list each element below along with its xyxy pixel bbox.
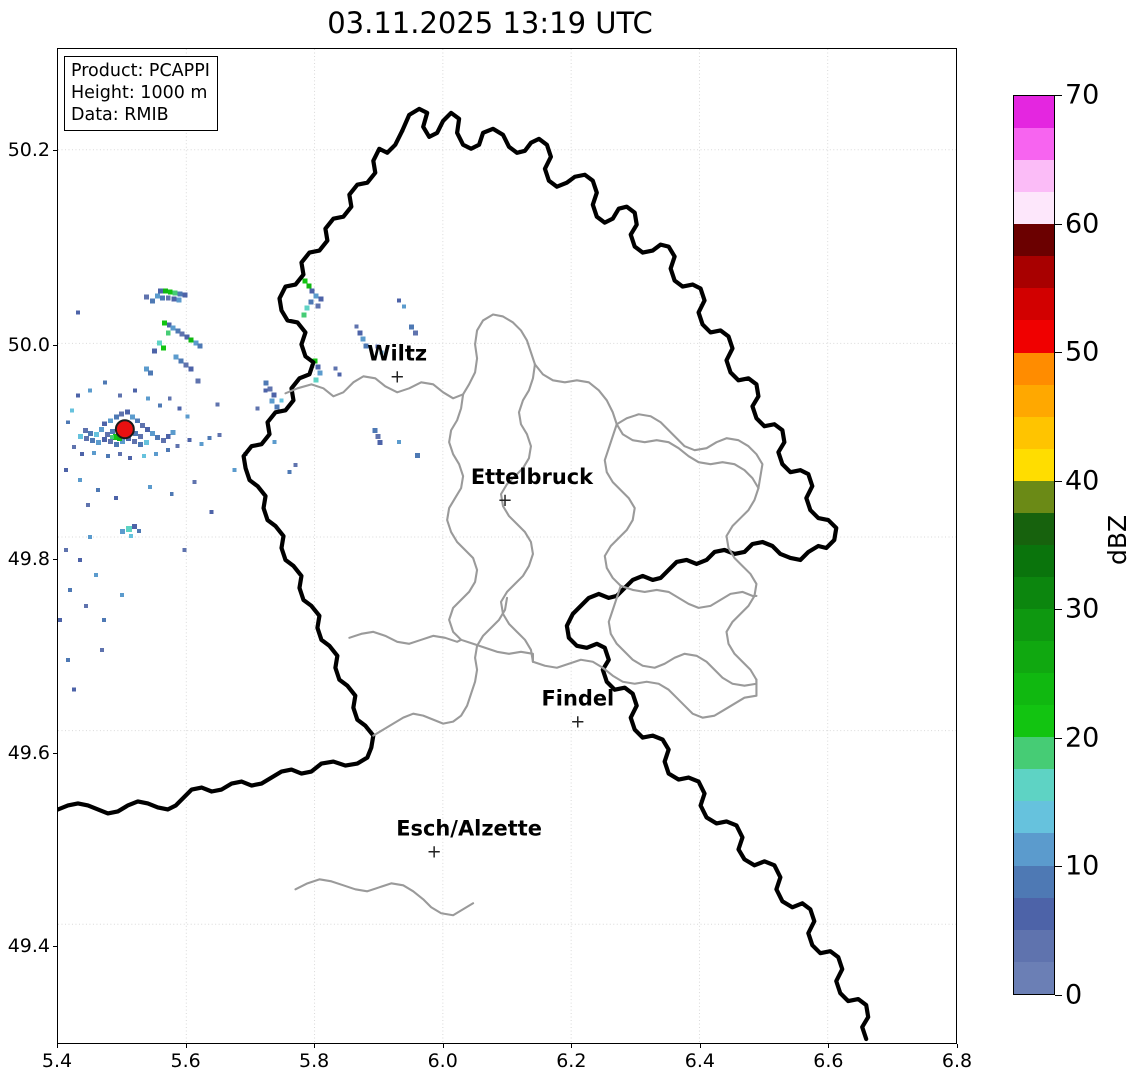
city-label-findel: Findel — [541, 687, 614, 711]
city-cross-esch-alzette: + — [427, 841, 442, 862]
colorbar-tick-label-2: 20 — [1065, 722, 1100, 754]
colorbar-segment — [1014, 320, 1054, 353]
y-tick-label-2: 49.8 — [7, 548, 50, 570]
colorbar-segment — [1014, 96, 1054, 129]
x-tick-label-5: 6.4 — [684, 1050, 715, 1072]
colorbar-segment — [1014, 384, 1054, 417]
x-tick-label-0: 5.4 — [41, 1050, 73, 1072]
country-border — [400, 106, 871, 1042]
colorbar-segment — [1014, 705, 1054, 738]
colorbar-segment — [1014, 769, 1054, 802]
country-border-west — [58, 128, 405, 816]
colorbar-segment — [1014, 641, 1054, 674]
info-product: Product: PCAPPI — [71, 61, 210, 81]
city-label-ettelbruck: Ettelbruck — [471, 465, 594, 489]
city-cross-findel: + — [570, 712, 585, 733]
colorbar-segment — [1014, 256, 1054, 289]
colorbar-segment — [1014, 416, 1054, 449]
colorbar-segment — [1014, 128, 1054, 161]
colorbar-segment — [1014, 480, 1054, 513]
colorbar-segment — [1014, 961, 1054, 994]
city-cross-wiltz: + — [390, 366, 405, 387]
colorbar-segment — [1014, 833, 1054, 866]
x-tick-label-7: 6.8 — [941, 1050, 973, 1072]
x-tick-label-3: 6.0 — [427, 1050, 458, 1072]
y-tick-label-3: 50.0 — [7, 334, 50, 356]
map-canvas: Wiltz + Ettelbruck + Findel + Esch/Alzet… — [58, 49, 956, 1043]
colorbar-segment — [1014, 160, 1054, 193]
y-tick-label-1: 49.6 — [7, 742, 50, 764]
colorbar-segment — [1014, 448, 1054, 481]
city-cross-ettelbruck: + — [497, 490, 512, 511]
y-tick-label-0: 49.4 — [7, 935, 50, 957]
radar-site-marker[interactable] — [114, 419, 135, 440]
colorbar-tick-label-7: 70 — [1065, 79, 1100, 111]
colorbar-segment — [1014, 929, 1054, 962]
colorbar-segment — [1014, 673, 1054, 706]
radar-echo-layer — [58, 278, 421, 692]
colorbar-segment — [1014, 512, 1054, 545]
city-markers: Wiltz + Ettelbruck + Findel + Esch/Alzet… — [367, 341, 614, 862]
colorbar-segment — [1014, 288, 1054, 321]
colorbar-segment — [1014, 544, 1054, 577]
info-height: Height: 1000 m — [71, 83, 208, 104]
colorbar-segment — [1014, 352, 1054, 385]
colorbar-segment — [1014, 576, 1054, 609]
colorbar-segment — [1014, 609, 1054, 642]
colorbar-segment — [1014, 192, 1054, 225]
x-tick-label-2: 5.8 — [298, 1050, 330, 1072]
colorbar-segment — [1014, 801, 1054, 834]
colorbar-axis-label: dBZ — [1103, 514, 1132, 565]
colorbar-tick-label-3: 30 — [1065, 593, 1100, 625]
y-tick-label-4: 50.2 — [7, 139, 50, 161]
info-box: Product: PCAPPI Height: 1000 m Data: RMI… — [64, 56, 218, 132]
city-label-esch-alzette: Esch/Alzette — [396, 816, 542, 840]
x-tick-label-6: 6.6 — [813, 1050, 844, 1072]
grid-lines — [58, 49, 956, 1043]
page-title: 03.11.2025 13:19 UTC — [327, 6, 653, 40]
colorbar-tick-label-4: 40 — [1065, 465, 1100, 497]
radar-map-plot[interactable]: Wiltz + Ettelbruck + Findel + Esch/Alzet… — [57, 48, 957, 1044]
colorbar-tick-label-6: 60 — [1065, 208, 1100, 240]
info-data: Data: RMIB — [71, 105, 169, 126]
district-boundaries — [284, 313, 764, 917]
x-tick-label-1: 5.6 — [170, 1050, 201, 1072]
colorbar-tick-label-0: 0 — [1065, 979, 1083, 1011]
city-label-wiltz: Wiltz — [367, 341, 427, 365]
colorbar-segment — [1014, 897, 1054, 930]
x-tick-label-4: 6.2 — [556, 1050, 587, 1072]
colorbar-tick-label-5: 50 — [1065, 336, 1100, 368]
colorbar-segment — [1014, 865, 1054, 898]
colorbar-tick-label-1: 10 — [1065, 850, 1100, 882]
colorbar-segment — [1014, 224, 1054, 257]
colorbar-segment — [1014, 737, 1054, 770]
colorbar[interactable] — [1013, 95, 1055, 995]
